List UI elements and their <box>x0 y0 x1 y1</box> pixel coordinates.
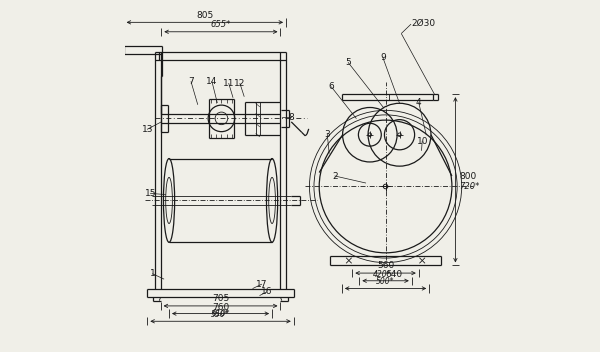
Text: 15: 15 <box>145 189 156 198</box>
Text: 610*: 610* <box>211 309 230 319</box>
Text: 11: 11 <box>223 79 235 88</box>
Text: 12: 12 <box>234 79 245 88</box>
Text: 805: 805 <box>196 11 214 20</box>
Text: 5: 5 <box>346 58 351 67</box>
Text: 720*: 720* <box>460 182 480 191</box>
Text: 6: 6 <box>329 82 334 92</box>
Text: 640: 640 <box>386 270 403 279</box>
Text: 10: 10 <box>416 137 428 146</box>
Text: 9: 9 <box>380 53 386 62</box>
Text: 17: 17 <box>256 280 268 289</box>
Text: 8: 8 <box>289 113 294 122</box>
Text: 705: 705 <box>212 294 229 303</box>
Text: 420*: 420* <box>373 270 391 279</box>
Text: 2: 2 <box>332 171 338 181</box>
Text: 1: 1 <box>150 269 155 278</box>
Text: 655*: 655* <box>211 20 231 29</box>
Text: 7: 7 <box>188 77 194 86</box>
Text: 550*: 550* <box>211 310 230 319</box>
Text: 2Ø30: 2Ø30 <box>412 19 436 27</box>
Text: 14: 14 <box>206 77 218 86</box>
Text: 800: 800 <box>460 172 477 181</box>
Text: 16: 16 <box>261 288 272 296</box>
Text: 4: 4 <box>416 98 422 107</box>
Text: 760: 760 <box>212 303 229 312</box>
Text: 3: 3 <box>325 130 330 139</box>
Text: 500*: 500* <box>376 277 395 286</box>
Text: 13: 13 <box>142 125 153 134</box>
Text: 560: 560 <box>377 261 394 270</box>
